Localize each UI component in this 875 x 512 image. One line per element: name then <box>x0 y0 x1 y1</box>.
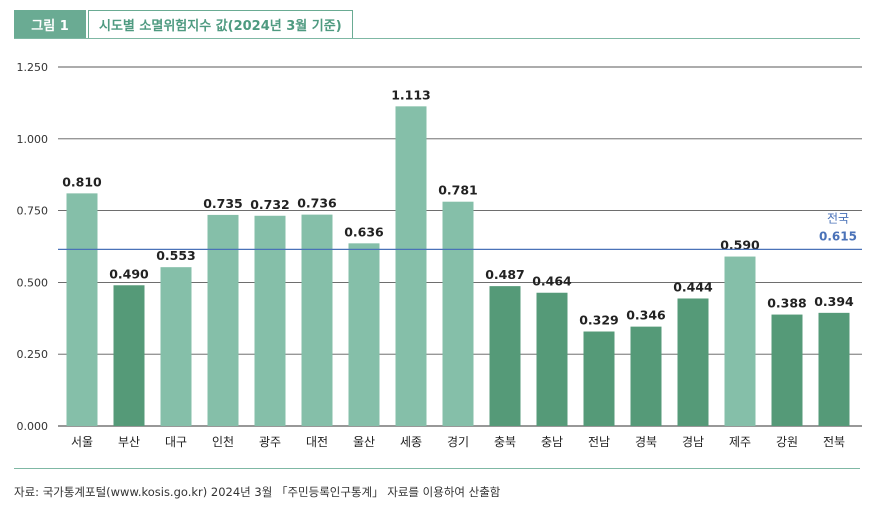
data-label: 0.394 <box>814 294 854 309</box>
x-tick-label: 서울 <box>71 435 93 449</box>
y-tick-label: 0.000 <box>17 420 49 433</box>
source-note: 자료: 국가통계포털(www.kosis.go.kr) 2024년 3월 「주민… <box>14 485 501 499</box>
bar <box>113 285 145 426</box>
bar <box>724 256 756 426</box>
x-tick-label: 제주 <box>729 435 751 449</box>
reference-line-value: 0.615 <box>819 229 857 243</box>
y-tick-label: 1.000 <box>17 133 49 146</box>
bar <box>66 193 98 426</box>
x-tick-label: 경북 <box>635 435 657 449</box>
data-label: 0.329 <box>579 313 619 328</box>
x-tick-label: 전북 <box>823 435 845 449</box>
x-tick-label: 전남 <box>588 435 610 449</box>
x-tick-label: 울산 <box>353 435 375 449</box>
header-rule <box>14 38 860 39</box>
data-label: 0.444 <box>673 279 713 294</box>
data-label: 0.490 <box>109 266 149 281</box>
x-tick-label: 경남 <box>682 435 704 449</box>
x-tick-label: 대구 <box>165 435 187 449</box>
bar <box>254 215 286 426</box>
x-tick-label: 인천 <box>212 434 234 449</box>
data-label: 0.590 <box>720 238 760 253</box>
x-tick-label: 광주 <box>259 435 281 449</box>
data-label: 0.553 <box>156 248 196 263</box>
bar <box>536 292 568 426</box>
y-tick-label: 0.750 <box>17 205 49 218</box>
bar <box>818 312 850 426</box>
data-label: 0.732 <box>250 197 290 212</box>
bar <box>442 201 474 426</box>
bar <box>489 286 521 426</box>
data-label: 0.388 <box>767 296 807 311</box>
x-tick-label: 충남 <box>541 435 563 449</box>
data-label: 0.464 <box>532 274 572 289</box>
y-tick-label: 0.250 <box>17 348 49 361</box>
x-tick-label: 대전 <box>306 435 328 449</box>
bar <box>771 314 803 426</box>
data-label: 0.810 <box>62 174 102 189</box>
x-tick-label: 세종 <box>400 435 422 449</box>
bar <box>583 331 615 426</box>
bar <box>630 326 662 426</box>
footer-rule <box>14 468 860 469</box>
data-label: 0.346 <box>626 308 666 323</box>
bar <box>395 106 427 426</box>
chart-area: 0.000 0.250 0.500 0.750 1.000 1.250 0.810 서울 0.4… <box>0 40 875 465</box>
y-tick-label: 0.500 <box>17 276 49 289</box>
bar <box>207 214 239 426</box>
bar <box>160 267 192 426</box>
data-label: 0.636 <box>344 224 384 239</box>
bar <box>677 298 709 426</box>
bar-chart: 0.000 0.250 0.500 0.750 1.000 1.250 0.810 서울 0.4… <box>17 61 862 449</box>
x-tick-label: 부산 <box>118 435 140 449</box>
bar <box>301 214 333 426</box>
x-tick-label: 충북 <box>494 435 516 449</box>
figure-number-badge: 그림 1 <box>14 10 86 38</box>
y-tick-label: 1.250 <box>17 61 49 74</box>
data-label: 0.735 <box>203 196 243 211</box>
data-label: 0.487 <box>485 267 525 282</box>
bar <box>348 243 380 426</box>
data-label: 0.736 <box>297 196 337 211</box>
reference-line-label: 전국 <box>827 211 849 225</box>
data-label: 0.781 <box>438 183 478 198</box>
data-label: 1.113 <box>391 87 431 102</box>
x-tick-label: 경기 <box>447 435 469 449</box>
x-tick-label: 강원 <box>776 435 798 449</box>
figure-title: 시도별 소멸위험지수 값(2024년 3월 기준) <box>88 10 353 38</box>
